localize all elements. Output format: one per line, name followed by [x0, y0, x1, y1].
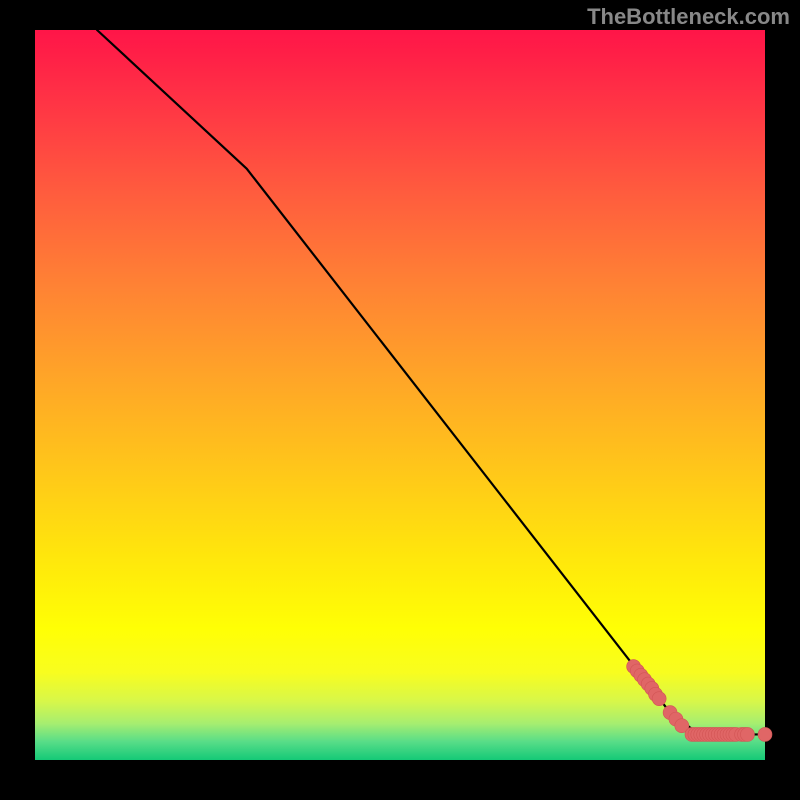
- scatter-point: [740, 727, 754, 741]
- watermark-text: TheBottleneck.com: [587, 4, 790, 30]
- bottleneck-chart: [0, 0, 800, 800]
- scatter-point: [652, 692, 666, 706]
- chart-container: TheBottleneck.com: [0, 0, 800, 800]
- scatter-point: [758, 727, 772, 741]
- plot-area: [35, 30, 765, 760]
